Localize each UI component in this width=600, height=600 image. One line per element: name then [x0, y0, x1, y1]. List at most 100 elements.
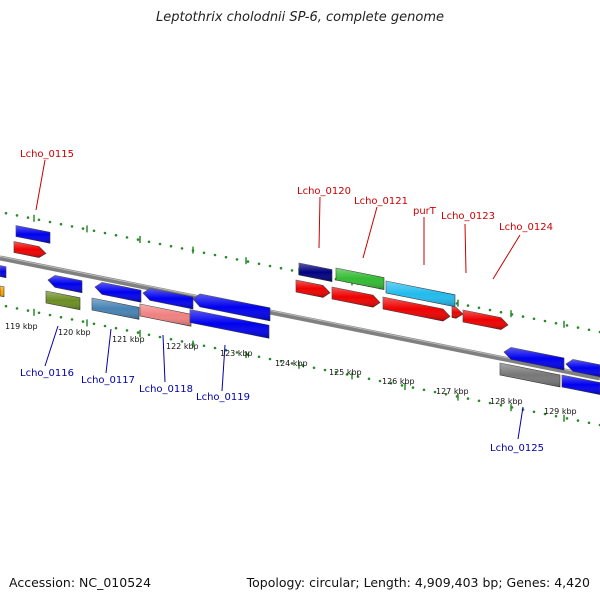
gene-label-bottom: Lcho_0119 [196, 392, 250, 403]
upper-tick-dot [257, 262, 261, 266]
lower-tick-dot [180, 340, 184, 343]
leader-line [162, 334, 166, 383]
lower-tick-dot [422, 388, 426, 392]
lower-tick-dot [565, 417, 569, 420]
lower-tick-dot [389, 381, 393, 385]
lower-tick-dot [312, 366, 316, 370]
upper-tick-dot [543, 319, 547, 323]
leader-line [362, 206, 378, 259]
kbp-tick-label: 121 kbp [112, 335, 145, 344]
upper-tick-dot [554, 321, 558, 325]
lower-tick-dot [433, 390, 437, 394]
backbone-line [0, 255, 600, 381]
upper-tick-dot [59, 222, 63, 226]
kbp-tick-label: 126 kbp [382, 377, 415, 386]
upper-tick-dot [224, 255, 228, 259]
kbp-tick-label: 129 kbp [544, 407, 577, 416]
lower-tick-dot [345, 373, 349, 376]
kbp-tick-label: 122 kbp [166, 342, 199, 351]
lower-tick-dot [334, 370, 338, 374]
lower-tick-dot [257, 355, 261, 359]
lower-tick-dot [367, 377, 371, 381]
gene-arrow-shading [95, 282, 141, 303]
upper-tick-dot [576, 326, 580, 329]
upper-tick-dot [103, 231, 107, 235]
lower-tick-dot [125, 329, 129, 332]
gene-arrow-shading [46, 291, 80, 310]
kbp-tick-label: 120 kbp [58, 328, 91, 337]
upper-tick-dot [158, 242, 162, 246]
upper-tick-dot [521, 315, 525, 318]
leader-line [105, 328, 112, 374]
gene-label-bottom: Lcho_0125 [490, 443, 544, 454]
kbp-tick-label: 127 kbp [436, 387, 469, 396]
lower-tick-dot [202, 344, 206, 348]
upper-tick-dot [290, 269, 294, 272]
gene-arrow-shading [140, 304, 191, 327]
lower-tick-dot [92, 322, 96, 326]
lower-tick-dot [290, 362, 294, 365]
lower-tick-dot [4, 304, 8, 308]
upper-tick-dot [125, 236, 129, 239]
upper-tick-dot [488, 308, 492, 312]
leader-line [492, 234, 521, 280]
upper-tick-dot [279, 266, 283, 270]
gene-features [0, 225, 600, 395]
upper-tick-dot [81, 227, 85, 230]
lower-tick-dot [378, 379, 382, 383]
gene-arrow-shading [386, 281, 455, 307]
upper-tick-dot [169, 244, 173, 248]
gene-arrow-shading [500, 363, 560, 387]
gene-arrow-shading [0, 286, 4, 297]
lower-tick-dot [554, 414, 558, 418]
leader-line [464, 223, 467, 274]
leader-line [221, 344, 226, 392]
map-title: Leptothrix cholodnii SP-6, complete geno… [156, 10, 444, 25]
lower-tick-dot [268, 357, 272, 361]
gene-arrow-shading [296, 280, 330, 298]
upper-tick-dot [180, 247, 184, 250]
upper-tick-dot [246, 260, 250, 263]
lower-tick-dot [103, 324, 107, 328]
gene-arrow-shading [562, 375, 600, 395]
gene-arrow-shading [299, 263, 332, 282]
gene-arrow-shading [193, 293, 270, 321]
leader-line [517, 406, 524, 440]
upper-tick-dot [202, 251, 206, 255]
gene-arrow-shading [92, 298, 139, 320]
upper-tick-dot [477, 306, 481, 310]
genome-summary: Topology: circular; Length: 4,909,403 bp… [246, 575, 590, 590]
lower-tick-dot [301, 364, 305, 367]
lower-tick-dot [169, 337, 173, 341]
kbp-tick-label: 124 kbp [275, 359, 308, 368]
lower-tick-dot [15, 307, 19, 310]
label-leaders [35, 159, 524, 440]
gene-arrow-shading [190, 309, 269, 339]
gene-arrow-shading [566, 359, 600, 377]
gene-arrow-shading [332, 287, 380, 308]
gene-arrow-shading [504, 347, 564, 370]
leader-line [44, 325, 59, 367]
lower-tick-dot [246, 353, 250, 356]
upper-tick-dot [48, 220, 52, 224]
backbone-track [0, 255, 600, 381]
gene-label-top: Lcho_0115 [20, 149, 74, 160]
upper-tick-dot [70, 225, 74, 228]
lower-tick-dot [532, 410, 536, 414]
lower-tick-dot [70, 318, 74, 321]
gene-label-top: Lcho_0124 [499, 222, 553, 233]
lower-tick-dot [114, 326, 118, 330]
lower-tick-dot [499, 403, 503, 407]
gene-arrow-shading [14, 241, 46, 258]
gene-label-top: Lcho_0123 [441, 211, 495, 222]
lower-tick-dot [543, 412, 547, 416]
lower-tick-dot [147, 333, 151, 337]
leader-line [318, 196, 321, 249]
lower-tick-dot [411, 386, 415, 389]
upper-tick-dot [565, 324, 569, 327]
lower-tick-dot [136, 331, 140, 334]
upper-tick-dot [268, 264, 272, 268]
gene-arrow-shading [336, 268, 384, 290]
upper-tick-dot [15, 214, 19, 217]
